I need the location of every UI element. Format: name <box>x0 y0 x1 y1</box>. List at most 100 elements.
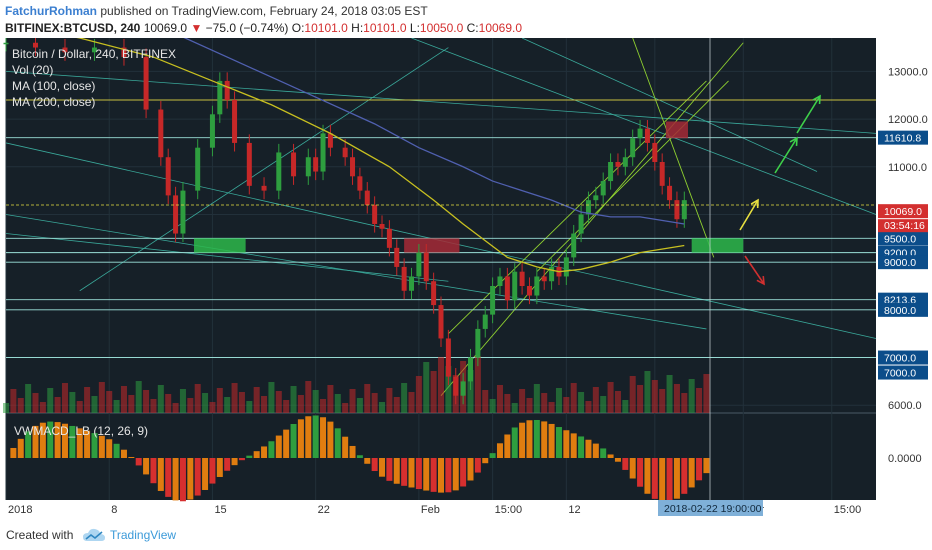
volume-bar <box>224 397 231 413</box>
trend-line-teal <box>411 38 877 215</box>
macd-bar <box>415 458 422 490</box>
arrow-down-red-head <box>756 275 765 286</box>
candle-body <box>313 157 319 172</box>
macd-bar <box>39 422 46 458</box>
price-chart[interactable]: Bitcoin / Dollar, 240, BITFINEX Vol (20)… <box>0 38 932 520</box>
volume-bar <box>666 375 673 413</box>
candle-body <box>453 376 459 396</box>
level-tag: 7000.0 <box>884 368 916 380</box>
volume-bar <box>84 387 91 413</box>
volume-bar <box>238 392 245 413</box>
volume-bar <box>106 391 113 413</box>
macd-bar <box>578 436 585 458</box>
candle-body <box>423 252 429 282</box>
time-tick: 15 <box>214 504 226 516</box>
macd-bar <box>600 448 607 458</box>
macd-bar <box>202 458 209 490</box>
candle-body <box>232 100 238 143</box>
crosshair-time: 2018-02-22 19:00:00 <box>664 503 762 515</box>
macd-bar <box>430 458 437 492</box>
volume-bar <box>283 400 290 413</box>
candle-body <box>416 252 422 277</box>
candle-body <box>327 133 333 148</box>
level-tag-bg <box>878 302 928 317</box>
candle-body <box>276 152 282 191</box>
volume-bar <box>98 382 105 413</box>
volume-bar <box>614 391 621 413</box>
macd-bar <box>607 454 614 458</box>
macd-bar <box>356 455 363 458</box>
candle-body <box>401 266 407 291</box>
volume-bar <box>393 397 400 413</box>
candle-body <box>32 42 38 48</box>
volume-bar <box>637 385 644 413</box>
candle-body <box>644 128 650 143</box>
last-price-tag-bg <box>878 204 928 219</box>
candle-body <box>320 133 326 172</box>
candle-body <box>305 157 311 177</box>
candle-body <box>379 224 385 229</box>
price-axis[interactable]: 13000.0 12000.0 11000.0 6000.0 11610.8 9500.0… <box>878 66 928 465</box>
arrow-up-green-head <box>812 94 821 105</box>
candle-body <box>217 80 223 115</box>
macd-bar <box>592 443 599 458</box>
tradingview-link[interactable]: TradingView <box>110 528 177 542</box>
volume-bar <box>659 389 666 413</box>
candle-body <box>180 190 186 234</box>
price-tick: 11000.0 <box>888 162 927 174</box>
volume-bar <box>504 394 511 413</box>
candle-body <box>195 147 201 191</box>
candle-body <box>143 57 149 110</box>
candle-body <box>497 276 503 286</box>
candle-body <box>681 200 687 220</box>
candle-body <box>637 128 643 139</box>
candle-body <box>593 195 599 201</box>
level-tag: 9000.0 <box>884 257 916 269</box>
macd-bar <box>519 422 526 458</box>
macd-bar <box>165 458 172 497</box>
candle-body <box>372 204 378 224</box>
volume-bar <box>467 370 474 413</box>
macd-bar <box>327 421 334 458</box>
macd-bar <box>659 458 666 502</box>
time-tick: Feb <box>421 504 440 516</box>
macd-bar <box>69 425 76 458</box>
macd-bar <box>209 458 216 484</box>
volume-bar <box>47 388 54 413</box>
macd-bar <box>482 458 489 464</box>
macd-bar <box>371 458 378 472</box>
macd-bar <box>408 458 415 488</box>
volume-bar <box>563 397 570 413</box>
volume-bar <box>696 388 703 413</box>
macd-bar <box>489 453 496 458</box>
volume-bar <box>622 400 629 413</box>
level-tag-bg <box>878 365 928 380</box>
volume-bar <box>651 380 658 413</box>
countdown-tag: 03:54:16 <box>884 220 925 232</box>
volume-bar <box>386 388 393 413</box>
candle-body <box>512 271 518 301</box>
macd-bar <box>393 458 400 484</box>
countdown-tag-bg <box>878 219 928 233</box>
time-tick: 15:00 <box>834 504 862 516</box>
level-tag-bg <box>878 231 928 246</box>
candle-body <box>460 381 466 396</box>
candle-body <box>165 157 171 196</box>
macd-bar <box>179 458 186 502</box>
change-value: −75.0 (−0.74%) <box>205 21 289 35</box>
candle-body <box>622 157 628 167</box>
volume-bar <box>135 381 142 413</box>
macd-bar <box>585 439 592 458</box>
moving-averages <box>76 38 685 273</box>
candle-body <box>445 338 451 377</box>
macd-bar <box>290 424 297 458</box>
tradingview-cloud-icon <box>83 528 105 541</box>
author-name[interactable]: FatchurRohman <box>5 4 98 18</box>
legend-ma200: MA (200, close) <box>12 95 95 109</box>
candle-body <box>519 271 525 286</box>
candle-body <box>534 276 540 296</box>
candle-body <box>630 138 636 158</box>
arrow-up-green-head <box>789 136 798 147</box>
candle-body <box>261 185 267 191</box>
